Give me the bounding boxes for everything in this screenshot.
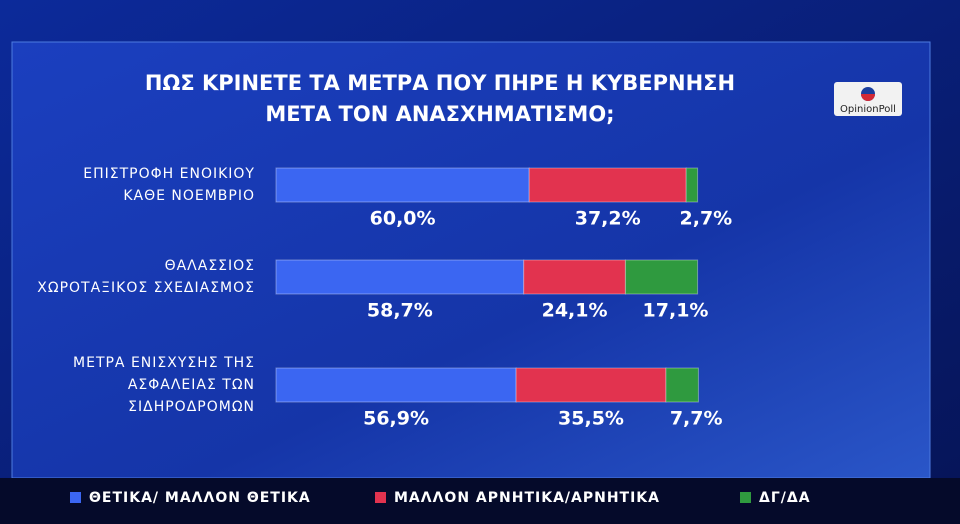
logo-text: OpinionPoll [840,104,896,115]
chart-title: ΠΩΣ ΚΡΙΝΕΤΕ ΤΑ ΜΕΤΡΑ ΠΟΥ ΠΗΡΕ Η ΚΥΒΕΡΝΗΣ… [145,71,735,95]
bar-segment [624,259,699,295]
value-label: 60,0% [370,208,436,230]
legend-swatch [740,492,751,503]
legend-swatch [375,492,386,503]
category-label: ΜΕΤΡΑ ΕΝΙΣΧΥΣΗΣ ΤΗΣ [73,355,255,371]
bar-segment [275,367,517,403]
bar-segment [685,167,699,203]
value-label: 2,7% [680,208,733,230]
bar-segment [275,167,530,203]
value-label: 37,2% [575,208,641,230]
bar-segment [515,367,667,403]
logo-icon-half [861,94,875,101]
category-label: ΕΠΙΣΤΡΟΦΗ ΕΝΟΙΚΙΟΥ [83,166,255,182]
value-label: 17,1% [643,300,709,322]
value-label: 56,9% [363,408,429,430]
category-label: ΑΣΦΑΛΕΙΑΣ ΤΩΝ [128,377,255,393]
value-label: 24,1% [542,300,608,322]
bar-segment [528,167,687,203]
chart-title: ΜΕΤΑ ΤΟΝ ΑΝΑΣΧΗΜΑΤΙΣΜΟ; [265,102,614,126]
category-label: ΣΙΔΗΡΟΔΡΟΜΩΝ [128,399,255,415]
legend-swatch [70,492,81,503]
category-label: ΚΑΘΕ ΝΟΕΜΒΡΙΟ [123,188,255,204]
category-label: ΘΑΛΑΣΣΙΟΣ [165,258,255,274]
bar-segment [665,367,699,403]
legend-label: ΔΓ/ΔΑ [759,490,811,506]
bar-segment [275,259,525,295]
value-label: 35,5% [558,408,624,430]
value-label: 7,7% [670,408,723,430]
category-label: ΧΩΡΟΤΑΞΙΚΟΣ ΣΧΕΔΙΑΣΜΟΣ [37,280,255,296]
legend-label: ΜΑΛΛΟΝ ΑΡΝΗΤΙΚΑ/ΑΡΝΗΤΙΚΑ [394,490,660,506]
legend-bar [0,478,960,524]
legend-label: ΘΕΤΙΚΑ/ ΜΑΛΛΟΝ ΘΕΤΙΚΑ [89,490,311,506]
bar-segment [523,259,626,295]
value-label: 58,7% [367,300,433,322]
